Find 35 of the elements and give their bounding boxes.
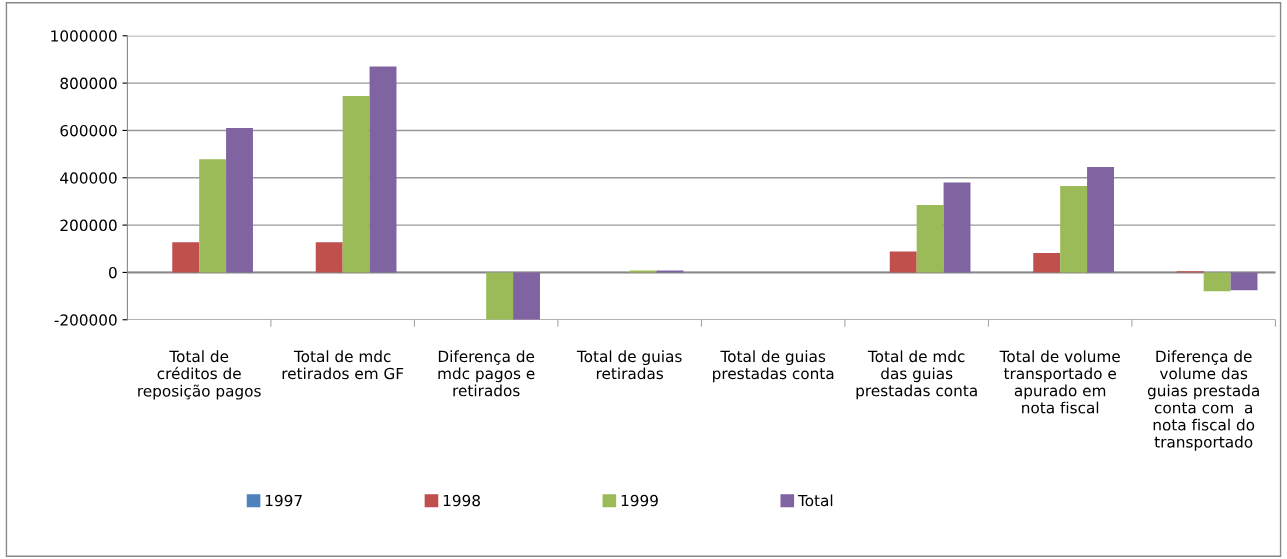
bar [1230,272,1258,291]
y-tick-label: -200000 [54,314,117,326]
y-tick-label: 0 [108,266,117,279]
bar [486,272,514,320]
y-tick-label: 1000000 [51,30,117,42]
bar [369,66,397,273]
bar [889,251,917,273]
bar [199,159,227,273]
bar [1033,253,1061,273]
bar [916,204,944,273]
bar [226,128,253,273]
legend-label: 1999 [621,494,658,507]
x-tick-label: Diferença de volume das guias prestada conta com a nota fiscal do transportado [1147,350,1259,451]
x-tick-label: Total de volume transportado e apurado em nota fiscal [999,350,1120,414]
x-tick-label: Total de guias prestadas conta [713,350,834,383]
y-tick-label: 400000 [60,172,117,184]
legend-label: Total [797,494,833,507]
bar [513,272,540,320]
y-tick-label: 600000 [60,124,117,137]
bar [1060,186,1088,273]
bar [1087,167,1114,273]
y-tick-label: 800000 [60,77,117,90]
x-tick-label: Total de guias retiradas [576,350,682,380]
legend-label: 1998 [443,494,480,507]
bar [172,242,200,273]
legend-label: 1997 [265,494,302,507]
x-tick-label: Total de mdc das guias prestadas conta [856,350,977,400]
x-tick-label: Total de créditos de reposição pagos [138,350,261,400]
bar [342,96,370,273]
bar [943,182,971,273]
bar [1203,272,1231,292]
y-tick-label: 200000 [60,219,117,232]
bar [315,242,343,273]
x-tick-label: Diferença de mdc pagos e retirados [438,350,535,397]
x-tick-label: Total de mdc retirados em GF [282,350,404,380]
